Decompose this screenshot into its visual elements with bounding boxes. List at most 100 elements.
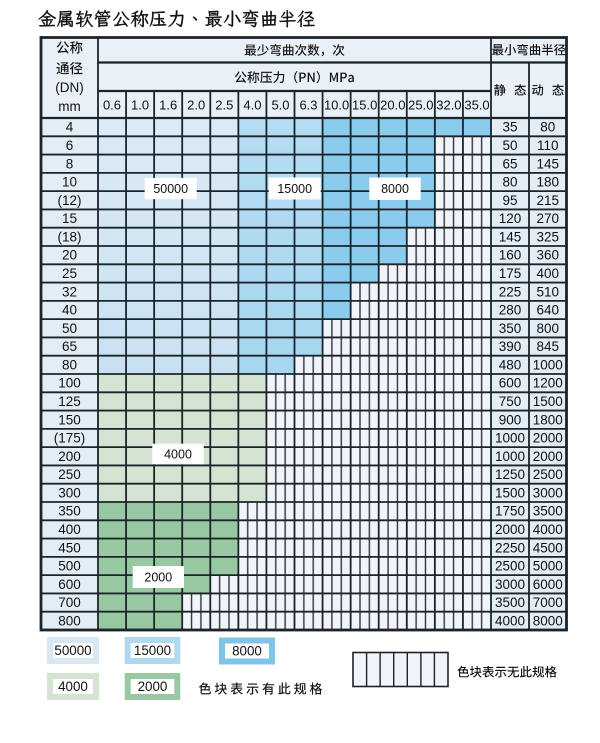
svg-text:3000: 3000 (495, 577, 525, 592)
svg-text:400: 400 (58, 522, 81, 537)
svg-text:(18): (18) (57, 230, 81, 245)
svg-text:120: 120 (499, 211, 522, 226)
svg-text:360: 360 (536, 248, 559, 263)
svg-text:1800: 1800 (533, 412, 563, 427)
svg-text:50000: 50000 (153, 182, 188, 196)
svg-text:25.0: 25.0 (408, 97, 433, 112)
svg-text:3500: 3500 (495, 595, 525, 610)
svg-text:(12): (12) (57, 193, 81, 208)
svg-text:50: 50 (62, 321, 77, 336)
svg-text:4.0: 4.0 (243, 97, 261, 112)
svg-text:15000: 15000 (134, 643, 171, 658)
svg-text:125: 125 (58, 394, 81, 409)
svg-text:4000: 4000 (533, 522, 563, 537)
svg-text:6.3: 6.3 (299, 97, 317, 112)
svg-text:50000: 50000 (54, 643, 91, 658)
svg-text:325: 325 (536, 230, 559, 245)
svg-text:32.0: 32.0 (436, 97, 461, 112)
svg-text:145: 145 (499, 230, 522, 245)
svg-text:215: 215 (536, 193, 559, 208)
svg-text:145: 145 (536, 156, 559, 171)
svg-text:2250: 2250 (495, 540, 525, 555)
svg-text:2000: 2000 (533, 449, 563, 464)
svg-text:35: 35 (502, 120, 517, 135)
svg-text:1200: 1200 (533, 376, 563, 391)
svg-text:175: 175 (499, 266, 522, 281)
svg-text:2000: 2000 (138, 679, 168, 694)
svg-text:350: 350 (58, 504, 81, 519)
svg-text:700: 700 (58, 595, 81, 610)
svg-text:800: 800 (536, 321, 559, 336)
svg-text:160: 160 (499, 248, 522, 263)
svg-text:5000: 5000 (533, 559, 563, 574)
svg-text:480: 480 (499, 358, 522, 373)
svg-text:8000: 8000 (533, 614, 563, 629)
svg-text:350: 350 (499, 321, 522, 336)
svg-text:(175): (175) (54, 431, 86, 446)
svg-text:6000: 6000 (533, 577, 563, 592)
svg-text:80: 80 (540, 120, 555, 135)
svg-text:95: 95 (502, 193, 517, 208)
svg-text:8: 8 (66, 156, 74, 171)
svg-text:845: 845 (536, 339, 559, 354)
svg-text:510: 510 (536, 284, 559, 299)
svg-text:3500: 3500 (533, 504, 563, 519)
svg-text:65: 65 (502, 156, 517, 171)
svg-text:2000: 2000 (144, 571, 172, 585)
svg-text:4500: 4500 (533, 540, 563, 555)
svg-text:32: 32 (62, 284, 77, 299)
svg-text:900: 900 (499, 412, 522, 427)
svg-text:5.0: 5.0 (271, 97, 289, 112)
svg-text:8000: 8000 (381, 182, 409, 196)
svg-text:4: 4 (66, 120, 74, 135)
svg-text:400: 400 (536, 266, 559, 281)
svg-text:1500: 1500 (495, 486, 525, 501)
svg-text:7000: 7000 (533, 595, 563, 610)
svg-text:280: 280 (499, 303, 522, 318)
svg-text:3000: 3000 (533, 486, 563, 501)
svg-text:270: 270 (536, 211, 559, 226)
svg-text:1000: 1000 (495, 431, 525, 446)
svg-text:1.6: 1.6 (159, 97, 177, 112)
svg-text:4000: 4000 (495, 614, 525, 629)
svg-text:80: 80 (62, 358, 77, 373)
svg-text:10.0: 10.0 (324, 97, 349, 112)
svg-text:180: 180 (536, 175, 559, 190)
svg-text:(DN): (DN) (55, 80, 84, 95)
svg-text:15.0: 15.0 (352, 97, 377, 112)
svg-text:150: 150 (58, 412, 81, 427)
svg-text:2000: 2000 (533, 431, 563, 446)
svg-text:2000: 2000 (495, 522, 525, 537)
svg-text:4000: 4000 (58, 679, 88, 694)
svg-text:25: 25 (62, 266, 77, 281)
svg-text:15: 15 (62, 211, 77, 226)
svg-text:1.0: 1.0 (131, 97, 149, 112)
svg-text:0.6: 0.6 (103, 97, 121, 112)
svg-text:390: 390 (499, 339, 522, 354)
svg-text:10: 10 (62, 175, 77, 190)
svg-text:35.0: 35.0 (464, 97, 489, 112)
svg-text:8000: 8000 (232, 644, 262, 659)
svg-text:15000: 15000 (277, 182, 312, 196)
svg-text:2.0: 2.0 (187, 97, 205, 112)
svg-text:4000: 4000 (164, 448, 192, 462)
svg-text:600: 600 (499, 376, 522, 391)
svg-text:1000: 1000 (495, 449, 525, 464)
svg-text:300: 300 (58, 486, 81, 501)
svg-text:600: 600 (58, 577, 81, 592)
svg-text:100: 100 (58, 376, 81, 391)
svg-text:450: 450 (58, 540, 81, 555)
svg-text:40: 40 (62, 303, 77, 318)
svg-text:6: 6 (66, 138, 74, 153)
svg-text:80: 80 (502, 175, 517, 190)
svg-text:640: 640 (536, 303, 559, 318)
svg-text:2.5: 2.5 (215, 97, 233, 112)
svg-text:65: 65 (62, 339, 77, 354)
svg-text:1750: 1750 (495, 504, 525, 519)
svg-text:20.0: 20.0 (380, 97, 405, 112)
svg-text:1250: 1250 (495, 467, 525, 482)
svg-text:110: 110 (537, 138, 559, 153)
svg-text:20: 20 (62, 248, 77, 263)
svg-text:mm: mm (58, 99, 81, 114)
svg-text:2500: 2500 (495, 559, 525, 574)
